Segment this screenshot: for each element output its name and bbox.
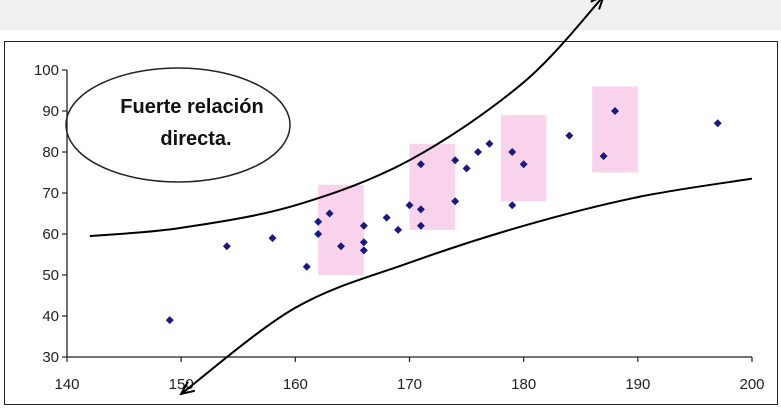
highlight-band-2 (409, 143, 456, 230)
data-point (314, 230, 323, 238)
data-point (268, 234, 277, 243)
y-tick-label: 100 (34, 62, 59, 79)
y-tick-label: 30 (42, 349, 59, 366)
data-point (314, 217, 323, 226)
axes: 30 40 50 60 70 80 90 100 140 150 160 170 180 190 200 (34, 62, 765, 393)
y-tick-label: 50 (42, 267, 59, 284)
highlight-band-1 (318, 184, 364, 275)
data-point (302, 262, 311, 271)
annotation-line-2: directa. (160, 128, 231, 150)
data-points (165, 107, 722, 325)
data-point (359, 221, 368, 230)
data-point (325, 209, 334, 218)
y-tick-label: 40 (42, 308, 59, 325)
data-point (337, 242, 345, 251)
highlight-band-4 (592, 86, 638, 173)
data-point (599, 152, 608, 161)
x-tick-label: 200 (739, 376, 764, 393)
data-point (165, 316, 174, 325)
data-point (519, 160, 528, 169)
highlight-band-3 (500, 115, 547, 202)
data-point (462, 164, 471, 173)
x-tick-label: 160 (283, 376, 308, 393)
x-tick-label: 190 (625, 376, 650, 393)
data-point (508, 201, 517, 210)
data-point (222, 242, 231, 251)
annotation-line-1: Fuerte relación (120, 96, 263, 118)
data-point (611, 107, 619, 115)
data-point (405, 201, 414, 210)
data-point (394, 225, 403, 234)
data-point (359, 246, 368, 255)
data-point (451, 156, 460, 165)
lower-envelope-curve (180, 177, 753, 395)
data-point (416, 160, 425, 169)
data-point (416, 205, 425, 214)
envelope-curves (89, 0, 753, 396)
upper-envelope-curve (89, 0, 602, 238)
y-tick-label: 80 (42, 144, 59, 161)
highlight-bands (318, 86, 638, 275)
data-point (565, 131, 574, 140)
data-point (713, 119, 722, 128)
x-tick-label: 170 (397, 376, 422, 393)
upper-arrowhead (590, 0, 604, 10)
y-tick-label: 90 (42, 103, 59, 120)
x-tick-label: 150 (169, 376, 194, 393)
data-point (451, 197, 460, 206)
y-tick-label: 70 (42, 185, 59, 202)
chart-frame (4, 41, 778, 405)
annotation-ellipse (65, 67, 291, 183)
x-tick-label: 180 (511, 376, 536, 393)
x-tick-label: 140 (54, 376, 79, 393)
top-strip (0, 0, 781, 30)
data-point (474, 148, 482, 156)
data-point (416, 221, 425, 230)
data-point (508, 148, 517, 156)
y-tick-label: 60 (42, 226, 59, 243)
data-point (485, 139, 494, 148)
data-point (359, 238, 368, 247)
lower-arrowhead (179, 381, 196, 396)
data-point (382, 213, 391, 222)
annotation-group: Fuerte relación directa. (65, 67, 291, 183)
